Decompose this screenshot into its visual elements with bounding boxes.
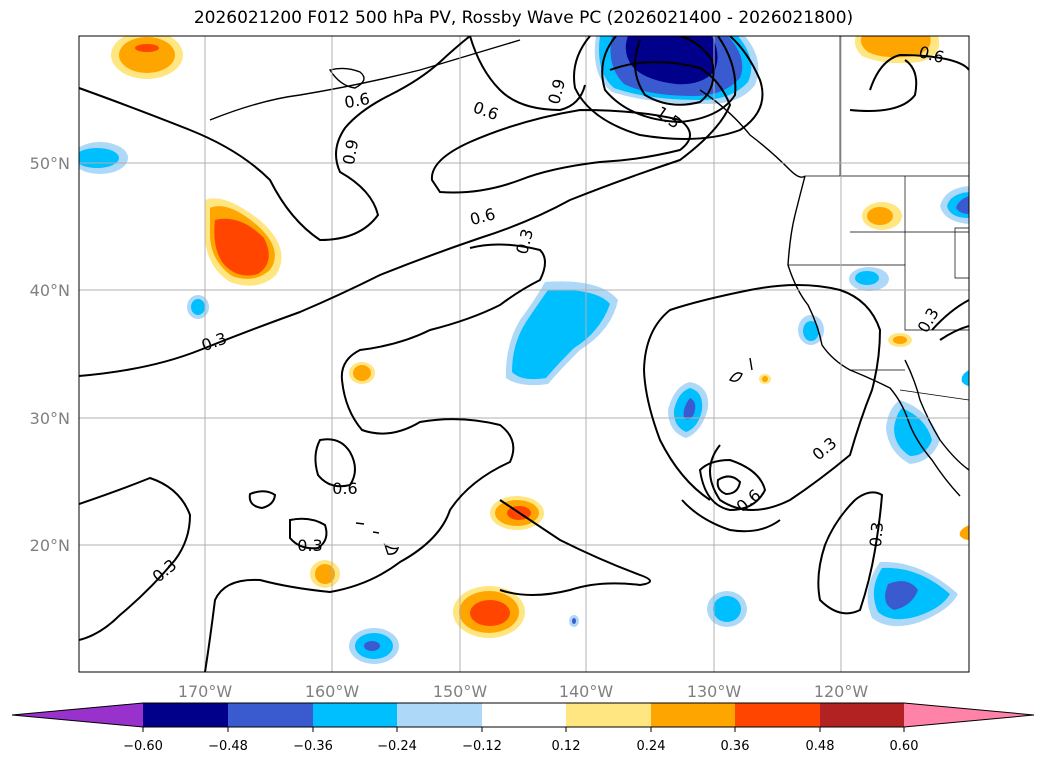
colorbar-swatch bbox=[566, 703, 651, 727]
contour-label: 0.6 bbox=[343, 89, 371, 112]
pv-contours bbox=[79, 36, 969, 672]
colorbar-swatch bbox=[482, 703, 566, 727]
colorbar-swatch bbox=[143, 703, 228, 727]
colorbar-tick: −0.12 bbox=[462, 739, 502, 754]
anomaly-positive bbox=[119, 37, 175, 73]
colorbar-swatch bbox=[228, 703, 313, 727]
anomaly-positive bbox=[315, 564, 335, 584]
colorbar-tick: 0.12 bbox=[552, 739, 581, 754]
lon-label: 120°W bbox=[814, 682, 869, 701]
colorbar-tick: −0.60 bbox=[123, 739, 163, 754]
anomaly-negative bbox=[855, 271, 879, 285]
anomaly-positive bbox=[353, 365, 371, 381]
contour-label: 0.9 bbox=[339, 138, 362, 166]
anomaly-negative bbox=[572, 618, 576, 624]
gridlines bbox=[79, 36, 969, 672]
anomaly-positive bbox=[214, 218, 269, 276]
contour-label: 0.6 bbox=[332, 479, 357, 498]
longitude-labels: 170°W 160°W 150°W 140°W 130°W 120°W bbox=[178, 682, 869, 701]
lat-label: 50°N bbox=[30, 154, 70, 173]
colorbar-swatch bbox=[651, 703, 735, 727]
anomaly-positive bbox=[959, 525, 969, 540]
anomaly-positive bbox=[470, 600, 510, 626]
anomaly-negative bbox=[956, 196, 969, 214]
colorbar-swatch bbox=[820, 703, 904, 727]
anomaly-positive bbox=[867, 207, 893, 225]
anomaly-negative bbox=[803, 321, 819, 341]
contour-label: 0.3 bbox=[297, 536, 322, 555]
colorbar-tick: 0.48 bbox=[806, 739, 835, 754]
coastlines bbox=[209, 39, 969, 555]
anomaly-positive bbox=[135, 44, 159, 52]
anomaly-negative bbox=[961, 370, 969, 386]
lon-label: 170°W bbox=[178, 682, 233, 701]
anomaly-negative bbox=[885, 581, 918, 610]
anomaly-negative bbox=[713, 596, 741, 622]
lon-label: 140°W bbox=[559, 682, 614, 701]
colorbar-over-extend bbox=[904, 703, 1034, 727]
anomaly-negative bbox=[625, 36, 718, 85]
colorbar-tick: −0.36 bbox=[293, 739, 333, 754]
anomaly-negative bbox=[683, 398, 696, 420]
lat-label: 40°N bbox=[30, 281, 70, 300]
colorbar-tick: 0.36 bbox=[721, 739, 750, 754]
map-frame bbox=[78, 35, 970, 673]
anomaly-negative bbox=[79, 148, 119, 168]
latitude-labels: 50°N 40°N 30°N 20°N bbox=[30, 154, 70, 555]
anomaly-positive bbox=[762, 376, 768, 382]
colorbar-swatch bbox=[313, 703, 397, 727]
lon-label: 160°W bbox=[305, 682, 360, 701]
contour-label: 0.3 bbox=[866, 521, 887, 548]
lat-label: 30°N bbox=[30, 409, 70, 428]
anomaly-negative bbox=[191, 299, 205, 315]
lat-label: 20°N bbox=[30, 536, 70, 555]
anomaly-negative bbox=[364, 641, 380, 651]
colorbar-tick: 0.24 bbox=[637, 739, 666, 754]
colorbar-tick: −0.48 bbox=[208, 739, 248, 754]
colorbar-tick: −0.24 bbox=[377, 739, 417, 754]
lon-label: 150°W bbox=[433, 682, 488, 701]
map-title: 2026021200 F012 500 hPa PV, Rossby Wave … bbox=[193, 8, 854, 28]
colorbar-under-extend bbox=[12, 703, 143, 727]
colorbar: −0.60 −0.48 −0.36 −0.24 −0.12 0.12 0.24 … bbox=[11, 702, 1035, 754]
borders bbox=[788, 36, 969, 401]
colorbar-swatch bbox=[735, 703, 820, 727]
colorbar-swatch bbox=[397, 703, 482, 727]
lon-label: 130°W bbox=[687, 682, 742, 701]
anomaly-positive bbox=[893, 336, 907, 344]
anomaly-positive bbox=[860, 36, 931, 58]
colorbar-tick: 0.60 bbox=[890, 739, 919, 754]
